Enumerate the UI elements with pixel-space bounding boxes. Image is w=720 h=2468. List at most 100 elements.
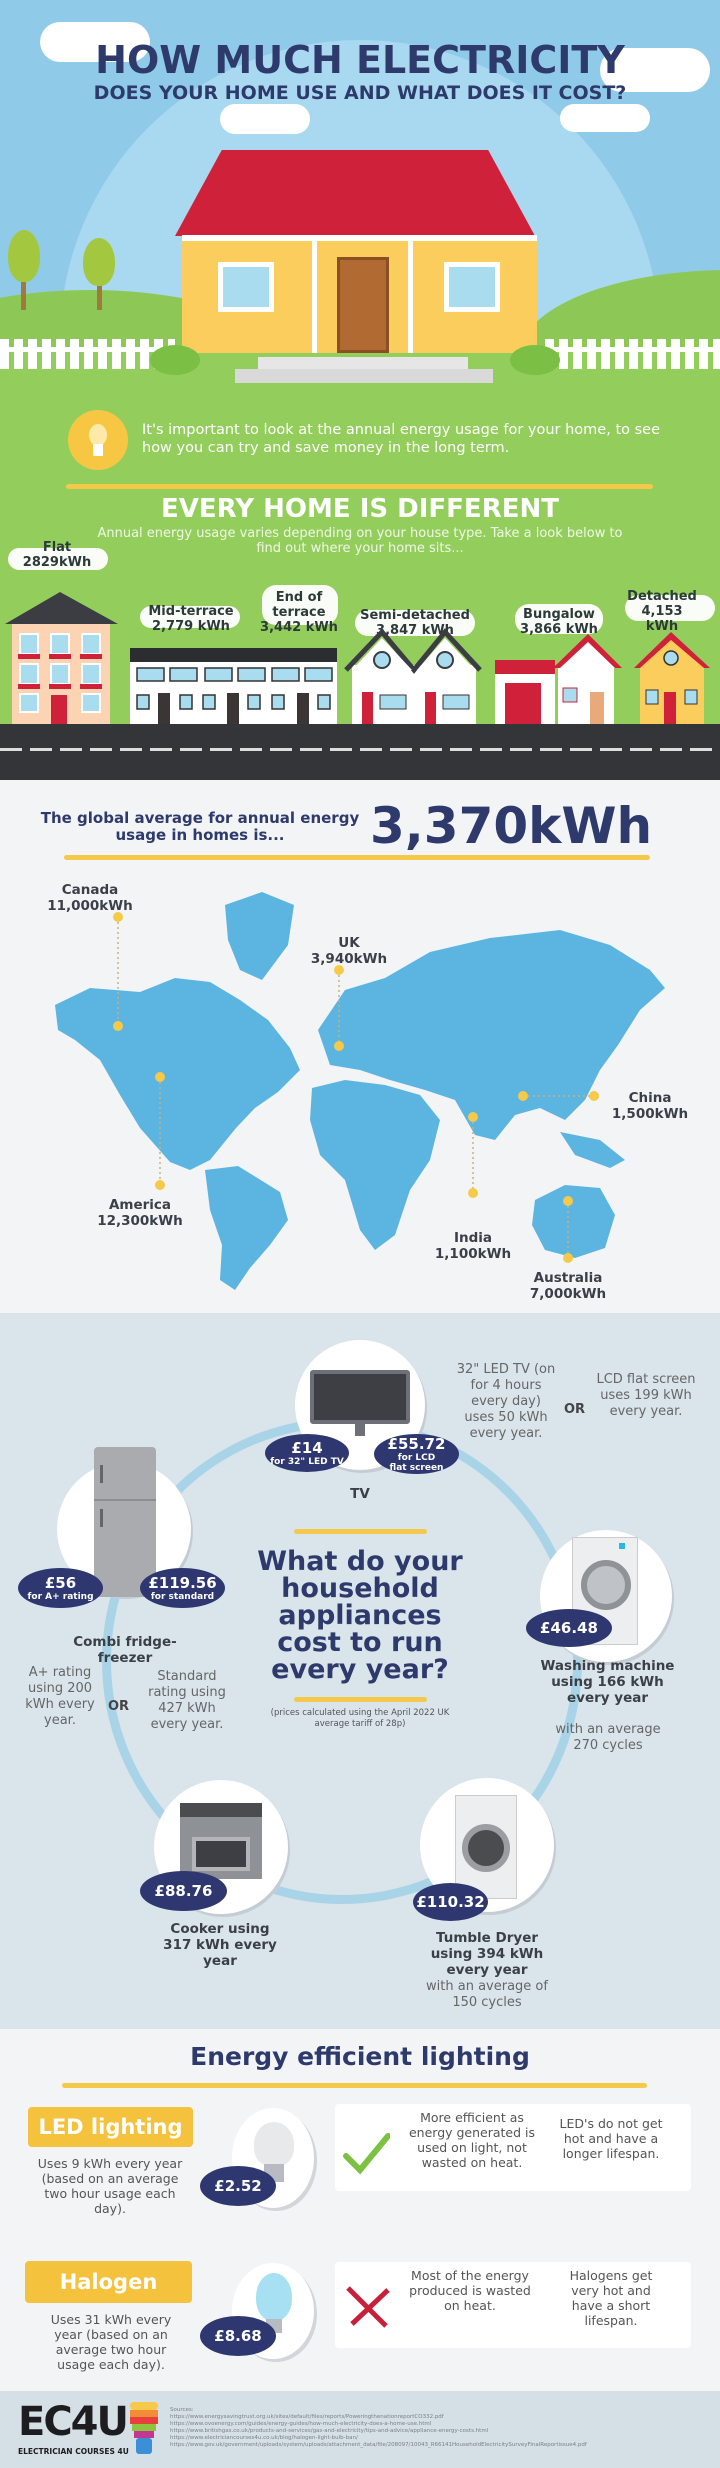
country-name: UK <box>338 935 360 951</box>
logo-subtitle: ELECTRICIAN COURSES 4U <box>18 2447 129 2456</box>
home-type-name: Flat <box>42 540 72 555</box>
sources-label: Sources: <box>170 2407 194 2413</box>
country-value: 12,300kWh <box>97 1213 183 1229</box>
cooker-icon <box>180 1803 262 1879</box>
home-type-value: 2829kWh <box>22 555 92 570</box>
south-america <box>205 1166 288 1290</box>
home-type-name: Detached <box>627 589 697 604</box>
country-america: America 12,300kWh <box>85 1197 195 1229</box>
country-australia: Australia 7,000kWh <box>513 1270 623 1302</box>
marker-dot <box>518 1091 528 1101</box>
home-type-mid-terrace: Mid-terrace 2,779 kWh <box>138 604 244 634</box>
price: £8.68 <box>214 2326 262 2345</box>
homes-heading: EVERY HOME IS DIFFERENT <box>161 494 559 524</box>
flat-building <box>5 592 118 725</box>
global-average-value: 3,370kWh <box>370 797 653 855</box>
tree-trunk <box>97 272 102 310</box>
or-label: OR <box>108 1699 130 1714</box>
house-door <box>337 257 389 353</box>
footer <box>0 2391 720 2468</box>
cloud <box>600 48 710 92</box>
country-india: India 1,100kWh <box>423 1230 523 1262</box>
marker-dot <box>468 1188 478 1198</box>
fridge-a-text: A+ rating using 200 kWh every year. <box>25 1665 95 1728</box>
appliances-heading: What do your household appliances cost t… <box>257 1546 463 1685</box>
house-window <box>218 262 274 312</box>
terrace-houses <box>130 648 337 725</box>
australia <box>532 1185 615 1258</box>
tv-lcd-text: LCD flat screen uses 199 kWh every year. <box>596 1372 696 1419</box>
home-type-end-of-terrace: End of terrace 3,442 kWh <box>253 590 345 635</box>
bush <box>150 345 200 375</box>
price-note: for 32" LED TV <box>270 1456 344 1467</box>
house-step <box>235 369 493 383</box>
semi-detached-houses <box>344 628 482 725</box>
divider <box>64 855 650 860</box>
marker-dot <box>113 912 123 922</box>
page-title: HOW MUCH ELECTRICITY <box>95 38 625 82</box>
logo-bulb-icon <box>130 2402 158 2454</box>
marker-dot <box>589 1091 599 1101</box>
africa <box>310 1080 440 1250</box>
cloud <box>625 595 715 621</box>
home-type-bungalow: Bungalow 3,866 kWh <box>510 607 608 637</box>
marker-dot <box>468 1112 478 1122</box>
price-note: for standard <box>150 1591 215 1602</box>
price: £56 <box>44 1573 77 1592</box>
bungalow-house <box>495 634 622 725</box>
halogen-point-1: Most of the energy produced is wasted on… <box>409 2268 531 2313</box>
marker-dot <box>563 1196 573 1206</box>
cloud <box>560 104 650 132</box>
cloud <box>262 585 338 625</box>
country-name: America <box>108 1197 172 1213</box>
marker-dot <box>563 1253 573 1263</box>
price: £55.72 <box>387 1434 446 1453</box>
ec4u-logo: EC4U <box>18 2399 129 2445</box>
tv-led-price-badge: £14 for 32" LED TV <box>265 1434 349 1472</box>
fence <box>0 339 175 369</box>
house-window <box>444 262 500 312</box>
country-name: Canada <box>61 882 119 898</box>
marker-dot <box>334 965 344 975</box>
fence <box>545 339 720 369</box>
country-value: 3,940kWh <box>310 951 388 967</box>
house-roof <box>175 150 535 236</box>
divider <box>66 484 653 489</box>
marker-dot <box>155 1072 165 1082</box>
price: £2.52 <box>214 2176 262 2195</box>
country-value: 1,100kWh <box>434 1246 512 1262</box>
home-type-value: 4,153 kWh <box>641 604 683 634</box>
cooker-label: Cooker using 317 kWh every year <box>163 1921 277 1969</box>
country-value: 7,000kWh <box>529 1286 607 1302</box>
tree-icon <box>83 238 115 286</box>
cloud <box>140 606 240 628</box>
source-link[interactable]: https://www.gov.uk/government/uploads/sy… <box>170 2442 587 2448</box>
global-average-label: The global average for annual energy usa… <box>40 809 360 844</box>
home-type-value: 3,442 kWh <box>260 620 338 635</box>
country-name: China <box>628 1090 672 1106</box>
source-link[interactable]: https://www.energysavingtrust.org.uk/sit… <box>170 2414 444 2420</box>
country-value: 1,500kWh <box>611 1106 689 1122</box>
home-type-name: Mid-terrace <box>148 604 234 619</box>
fridge-standard-price-badge: £119.56 for standard <box>140 1568 225 1608</box>
intro-text: It's important to look at the annual ene… <box>142 422 661 456</box>
halogen-badge: Halogen <box>25 2261 192 2303</box>
porch-pillar <box>312 241 317 353</box>
marker-dot <box>155 1180 165 1190</box>
source-link[interactable]: https://www.ovoenergy.com/guides/energy-… <box>170 2421 432 2427</box>
price: £119.56 <box>148 1573 217 1592</box>
lightbulb-icon <box>68 410 128 470</box>
dryer-label: Tumble Dryer using 394 kWh every year <box>430 1930 544 1978</box>
country-name: Australia <box>533 1270 603 1286</box>
home-type-detached: Detached 4,153 kWh <box>624 589 700 634</box>
price: £110.32 <box>416 1892 485 1911</box>
divider <box>294 1697 427 1702</box>
fridge-label: Combi fridge-freezer <box>73 1634 177 1666</box>
washing-detail: with an average 270 cycles <box>555 1722 661 1753</box>
homes-subtitle: Annual energy usage varies depending on … <box>97 526 623 556</box>
halogen-info-box <box>335 2262 691 2348</box>
road-markings <box>0 748 720 751</box>
source-link[interactable]: https://www.electriciancourses4u.co.uk/b… <box>170 2435 358 2441</box>
cloud <box>355 610 475 636</box>
source-link[interactable]: https://www.britishgas.co.uk/products-an… <box>170 2428 489 2434</box>
